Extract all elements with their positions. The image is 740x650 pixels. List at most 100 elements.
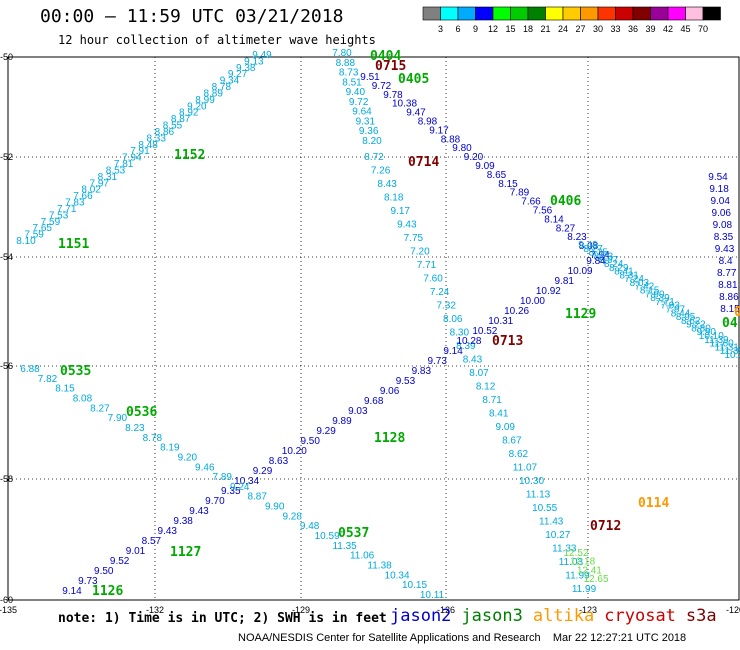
wave-height-value: 9.01 [126,546,146,557]
pass-time-label: 0537 [338,526,369,541]
wave-height-value: 7.94 [590,250,610,261]
wave-height-value: 8.63 [269,456,289,467]
wave-height-value: 11.03 [559,557,584,568]
wave-height-value: 9.20 [187,101,207,112]
longitude-tick-label: -129 [292,605,310,615]
wave-height-value: 9.35 [221,486,241,497]
wave-height-value: 9.46 [195,462,215,473]
wave-height-value: 8.08 [73,393,93,404]
wave-height-value: 8.88 [441,134,461,145]
wave-height-value: 9.20 [464,152,484,163]
wave-height-value: 9.14 [62,586,82,597]
mission-legend-item: cryosat [604,606,676,626]
pass-time-label: 1152 [174,148,205,163]
wave-height-value: 8.14 [544,214,564,225]
wave-height-value: 11.60 [709,339,734,350]
wave-height-value: 7.59 [24,230,44,241]
latitude-tick-label: -52 [0,152,13,162]
wave-height-value: 9.22 [686,320,706,331]
wave-height-value: 9.68 [364,396,384,407]
wave-height-value: 9.52 [110,556,130,567]
wave-height-value: 8.86 [719,292,739,303]
wave-height-value: 7.94 [122,153,142,164]
wave-height-value: 9.13 [244,56,264,67]
wave-height-value: 7.26 [371,166,391,177]
wave-height-value: 8.73 [339,68,359,79]
wave-height-value: 9.43 [578,240,598,251]
wave-height-value: 8.23 [125,423,145,434]
wave-height-value: 9.43 [189,506,209,517]
wave-height-value: 12.52 [563,548,588,559]
wave-height-value: 8.19 [160,443,180,454]
wave-height-value: 9.54 [708,172,728,183]
wave-height-value: 8.80 [691,323,711,334]
pass-time-label: 0712 [590,519,621,534]
wave-height-value: 12.65 [583,574,608,585]
credit-line: NOAA/NESDIS Center for Satellite Applica… [238,632,687,644]
wave-height-value: 7.71 [417,260,437,271]
wave-height-value: 8.33 [146,133,166,144]
wave-height-value: 9.70 [205,496,225,507]
pass-time-label: 04 [722,316,738,331]
wave-height-value: 10.10 [699,331,724,342]
wave-height-value: 7.71 [57,204,77,215]
wave-height-value: 10.20 [282,446,307,457]
wave-height-value: 7.42 [635,282,655,293]
wave-height-value: 10.28 [456,336,481,347]
wave-height-value: 9.49 [252,50,272,61]
wave-height-value: 8.15 [640,286,660,297]
wave-height-value: 11.13 [526,490,551,501]
pass-time-label: 0536 [126,405,157,420]
wave-height-value: 11.35 [720,346,740,357]
latitude-tick-label: -50 [0,52,13,62]
wave-height-value: 8.43 [463,355,483,366]
wave-height-value: 9.43 [397,220,417,231]
wave-height-value: 8.15 [720,304,740,315]
pass-time-label: 0535 [60,364,91,379]
wave-height-value: 9.14 [443,346,463,357]
wave-height-value: 11.07 [513,463,538,474]
wave-height-value: 9.24 [230,482,250,493]
wave-height-value: 9.83 [412,366,432,377]
pass-time-label: 0715 [375,59,406,74]
wave-height-value: 8.71 [482,395,502,406]
wave-height-value: 9.31 [356,116,376,127]
wave-height-value: 10.26 [504,306,529,317]
wave-height-value: 10.38 [392,99,417,110]
wave-height-value: 9.43 [715,244,735,255]
colorbar-tick-label: 9 [473,24,478,34]
wave-height-value: 8.72 [364,152,384,163]
wave-height-value: 9.06 [380,386,400,397]
colorbar-swatch [702,6,721,21]
wave-height-value: 7.91 [130,146,150,157]
wave-height-value: 8.06 [443,314,463,325]
wave-height-value: 10.00 [520,296,545,307]
wave-height-value: 7.66 [73,191,93,202]
wave-height-value: 8.41 [489,409,509,420]
wave-height-value: 9.43 [158,526,178,537]
wave-height-value: 8.77 [717,268,737,279]
wave-height-value: 8.39 [650,293,670,304]
wave-height-value: 7.75 [404,233,424,244]
wave-height-value: 8.39 [456,341,476,352]
colorbar-tick-label: 12 [488,24,498,34]
wave-height-value: 10.35 [724,350,740,361]
wave-height-value: 12.18 [570,557,595,568]
wave-height-value: 9.40 [346,87,366,98]
wave-height-value: 8.27 [583,244,603,255]
pass-time-label: 0404 [370,49,401,64]
wave-height-value: 10.31 [488,316,513,327]
wave-height-value: 10.92 [536,286,561,297]
wave-height-value: 7.80 [332,48,352,59]
wave-height-value: 9.53 [396,376,416,387]
wave-height-value: 9.73 [78,576,98,587]
wave-height-value: 7.89 [213,472,233,483]
wave-height-value: 10.27 [545,530,570,541]
wave-height-value: 10.15 [402,580,427,591]
wave-height-value: 7.24 [625,274,645,285]
wave-height-value: 8.35 [589,248,609,259]
colorbar-tick-label: 36 [628,24,638,34]
wave-height-value: 7.82 [38,374,58,385]
mission-legend-item: s3a [685,606,717,626]
map-subtitle: 12 hour collection of altimeter wave hei… [58,33,376,47]
